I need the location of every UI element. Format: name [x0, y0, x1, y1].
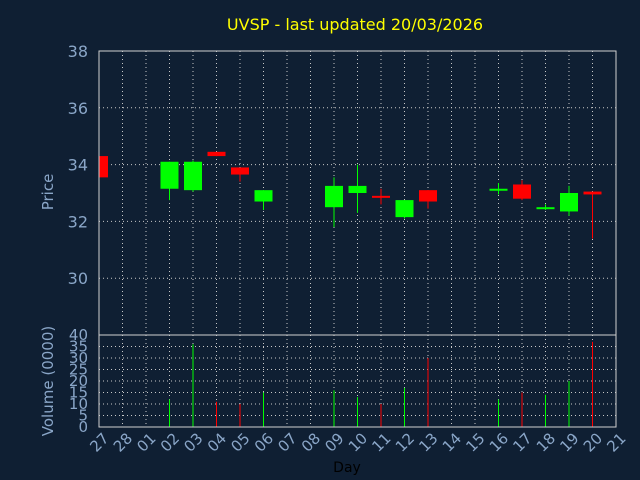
x-tick-label: 01	[133, 429, 159, 455]
x-tick-label: 18	[533, 429, 559, 455]
x-tick-label: 06	[251, 429, 277, 455]
price-y-tick-label: 34	[68, 156, 88, 175]
x-tick-label: 12	[392, 429, 418, 455]
candle-body	[207, 151, 226, 157]
volume-y-tick-label: 40	[69, 326, 88, 344]
x-tick-label: 13	[415, 429, 441, 455]
x-tick-label: 17	[509, 429, 535, 455]
x-tick-label: 04	[204, 429, 230, 455]
price-y-tick-label: 32	[68, 212, 88, 231]
volume-y-tick-label: 20	[69, 372, 88, 390]
x-tick-label: 05	[227, 429, 253, 455]
x-tick-label: 21	[603, 429, 629, 455]
x-tick-label: 09	[321, 429, 347, 455]
candle-body	[489, 188, 508, 191]
candle-body	[419, 190, 437, 202]
price-y-tick-label: 38	[68, 42, 88, 61]
volume-y-tick-label: 0	[78, 418, 88, 436]
volume-y-tick-label: 35	[69, 338, 88, 356]
volume-y-tick-label: 25	[69, 361, 88, 379]
candle-body	[99, 156, 108, 178]
volume-y-tick-label: 10	[69, 395, 88, 413]
candle-body	[372, 195, 390, 198]
x-tick-label: 19	[556, 429, 582, 455]
candle-body	[536, 207, 555, 210]
price-y-ticks: 30 32 34 36 38	[68, 42, 88, 288]
x-tick-label: 10	[345, 429, 371, 455]
price-axis-label: Price	[39, 174, 57, 211]
price-candles	[98, 151, 602, 239]
x-tick-label: 03	[180, 429, 206, 455]
candle-body	[160, 161, 179, 189]
candle-body	[254, 190, 273, 202]
x-tick-label: 02	[157, 429, 183, 455]
volume-plot-frame	[98, 334, 617, 428]
price-y-tick-label: 30	[68, 269, 88, 288]
x-tick-label: 07	[274, 429, 300, 455]
x-tick-label: 27	[86, 429, 112, 455]
volume-axis-label: Volume (0000)	[39, 326, 57, 436]
candle-body	[583, 191, 602, 195]
x-tick-labels: 2728010203040506070809101112131415161718…	[86, 429, 629, 455]
x-tick-label: 20	[580, 429, 606, 455]
candle-body	[513, 184, 531, 199]
price-y-tick-label: 36	[68, 99, 88, 118]
x-tick-label: 15	[462, 429, 488, 455]
volume-y-tick-label: 15	[69, 384, 88, 402]
x-axis-label: Day	[333, 460, 361, 476]
chart-title: UVSP - last updated 20/03/2026	[227, 15, 483, 34]
x-tick-label: 08	[298, 429, 324, 455]
candle-body	[348, 185, 367, 193]
volume-y-tick-label: 30	[69, 349, 88, 367]
candle-body	[325, 185, 343, 208]
x-tick-label: 28	[110, 429, 136, 455]
price-grid	[98, 50, 617, 335]
candle-body	[184, 161, 202, 191]
candle-body	[395, 200, 414, 218]
candle-body	[231, 167, 249, 175]
volume-bars	[169, 341, 593, 427]
volume-y-tick-label: 5	[78, 407, 88, 425]
candle-body	[560, 193, 578, 212]
x-tick-label: 16	[486, 429, 512, 455]
x-tick-label: 11	[368, 429, 394, 455]
x-tick-label: 14	[439, 429, 465, 455]
